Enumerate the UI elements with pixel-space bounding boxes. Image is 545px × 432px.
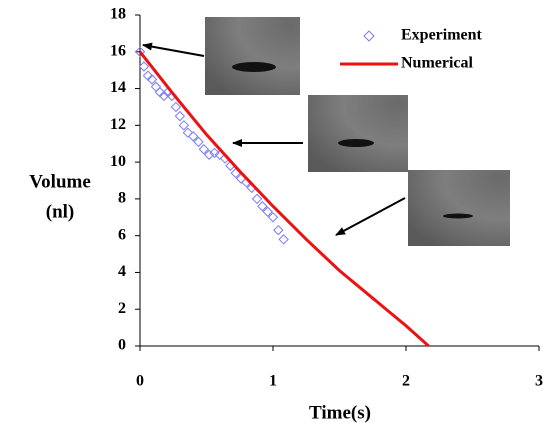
- experiment-point: [158, 90, 170, 102]
- experiment-point: [203, 149, 215, 160]
- experiment-point: [187, 131, 199, 142]
- y-axis-label: (nl): [46, 201, 75, 222]
- x-tick-label: 3: [535, 373, 543, 390]
- experiment-point: [273, 224, 284, 236]
- arrow: [142, 42, 205, 57]
- experiment-point: [134, 46, 146, 57]
- experiment-point: [198, 144, 210, 155]
- legend-label: Numerical: [401, 55, 474, 72]
- x-tick-label: 0: [136, 373, 144, 390]
- arrows: [142, 42, 406, 236]
- y-tick-label: 2: [118, 300, 126, 317]
- experiment-point: [178, 120, 190, 131]
- numerical-line: [138, 50, 430, 348]
- y-axis-label: Volume: [29, 171, 91, 192]
- legend-marker: [363, 30, 375, 42]
- y-tick-label: 0: [118, 337, 126, 354]
- droplet: [443, 213, 473, 219]
- experiment-point: [257, 201, 268, 212]
- experiment-point: [267, 212, 279, 223]
- y-tick-label: 8: [118, 190, 126, 207]
- experiment-point: [146, 74, 158, 85]
- x-tick-label: 1: [269, 373, 277, 390]
- inset-image: [308, 95, 408, 172]
- y-tick-label: 6: [118, 226, 126, 243]
- inset-images: [205, 17, 510, 246]
- experiment-point: [170, 101, 182, 113]
- experiment-point: [251, 193, 263, 205]
- x-tick-label: 2: [402, 373, 410, 390]
- y-tick-label: 10: [110, 153, 126, 170]
- y-tick-label: 4: [118, 263, 126, 280]
- droplet: [232, 62, 276, 72]
- inset-image: [408, 170, 510, 246]
- droplet: [338, 139, 374, 147]
- experiment-point: [138, 61, 150, 72]
- y-tick-label: 18: [110, 6, 126, 23]
- y-tick-label: 14: [110, 79, 126, 96]
- y-tick-label: 12: [110, 116, 126, 133]
- legend-label: Experiment: [401, 27, 483, 44]
- inset-image: [205, 17, 300, 95]
- x-axis-label: Time(s): [309, 402, 371, 423]
- arrow: [335, 197, 406, 236]
- experiment-point: [174, 110, 186, 122]
- experiment-point: [193, 136, 204, 148]
- experiment-point: [278, 234, 289, 245]
- experiment-point: [262, 206, 273, 217]
- y-tick-label: 16: [110, 42, 126, 59]
- experiment-point: [209, 147, 220, 159]
- experiment-point: [182, 127, 194, 138]
